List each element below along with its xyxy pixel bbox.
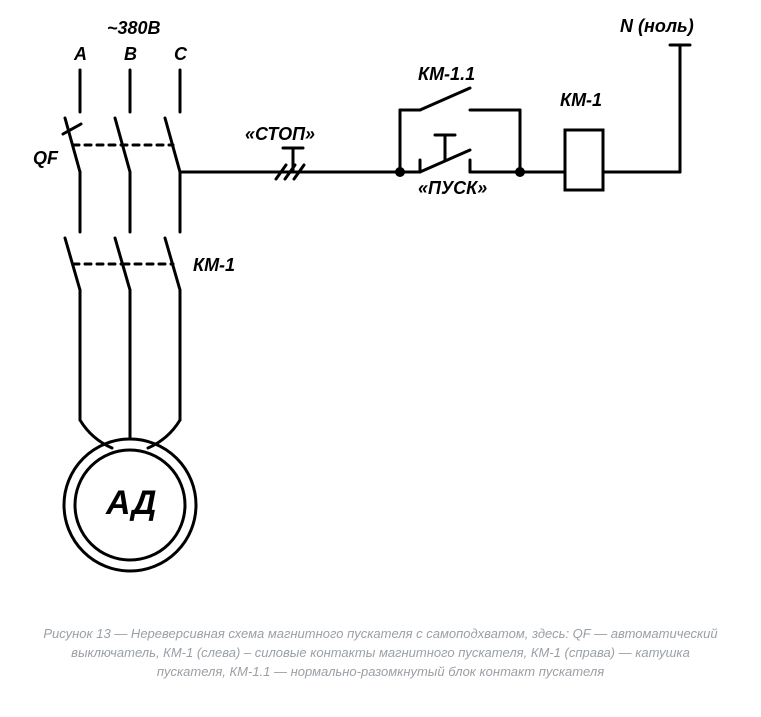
diagram-container: ~380В А В С QF КМ-1 «СТОП» «ПУСК» КМ-1.1…	[0, 0, 761, 717]
schematic-svg	[0, 0, 761, 620]
figure-caption: Рисунок 13 — Нереверсивная схема магнитн…	[40, 625, 721, 682]
